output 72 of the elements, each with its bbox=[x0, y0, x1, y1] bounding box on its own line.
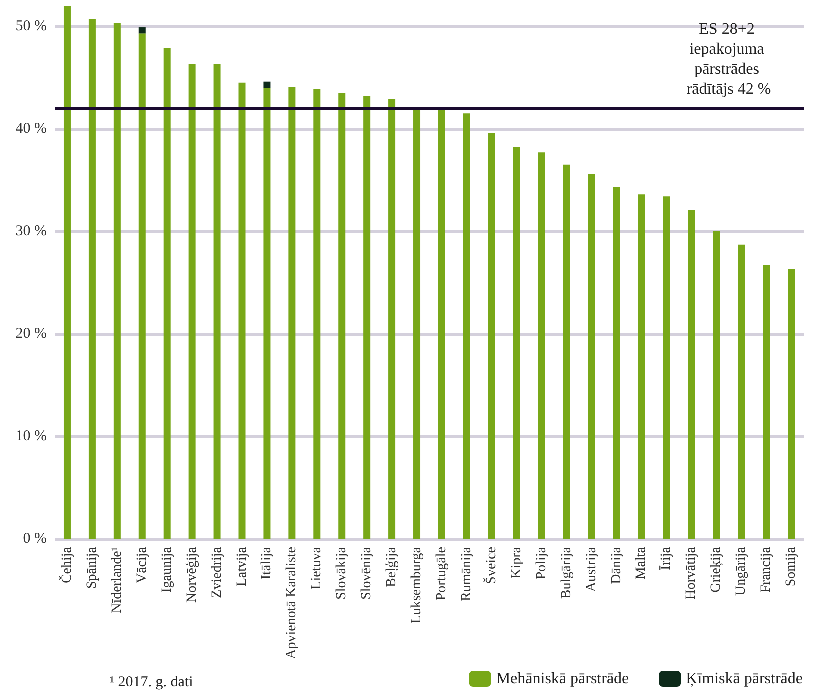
bar bbox=[513, 147, 520, 539]
bar bbox=[688, 210, 696, 539]
x-tick-label: Rumānija bbox=[459, 546, 474, 602]
bar bbox=[488, 133, 496, 539]
bar bbox=[288, 86, 296, 539]
bar bbox=[638, 194, 646, 539]
x-tick-label: Dānija bbox=[609, 546, 624, 584]
x-tick-label: Vācija bbox=[134, 546, 150, 584]
x-tick-label: Horvātija bbox=[684, 546, 700, 600]
x-tick-label: Norvēģija bbox=[184, 546, 200, 603]
bar bbox=[763, 265, 770, 539]
bar bbox=[138, 34, 146, 539]
x-tick-label: Itālija bbox=[260, 546, 275, 580]
x-tick-label: Polija bbox=[534, 546, 550, 580]
x-tick-label: Ungārija bbox=[734, 546, 750, 596]
legend-label: Mehāniskā pārstrāde bbox=[496, 670, 630, 688]
bar bbox=[613, 187, 620, 539]
x-tick-label: Spānija bbox=[84, 546, 100, 589]
x-tick-label: Grieķija bbox=[709, 546, 724, 593]
bar bbox=[338, 93, 346, 539]
bar bbox=[563, 164, 570, 539]
x-tick-label: Luksemburga bbox=[410, 546, 425, 624]
legend-label: Ķīmiskā pārstrāde bbox=[686, 670, 804, 688]
bar bbox=[414, 108, 421, 539]
x-tick-label: Apvienotā Karaliste bbox=[284, 547, 300, 660]
x-tick-label: Lietuva bbox=[310, 546, 325, 590]
x-tick-label: Bulgārija bbox=[559, 546, 574, 600]
bar bbox=[138, 28, 146, 34]
x-tick-label: Latvija bbox=[234, 546, 250, 587]
y-tick-label: 30 % bbox=[16, 224, 47, 240]
y-tick-label: 20 % bbox=[16, 326, 47, 342]
bar bbox=[164, 48, 171, 539]
bar bbox=[264, 82, 271, 88]
bar bbox=[364, 96, 371, 539]
x-tick-label: Portugāle bbox=[434, 547, 450, 601]
bar bbox=[713, 232, 720, 539]
y-tick-label: 10 % bbox=[16, 428, 47, 444]
x-tick-label: Francija bbox=[759, 546, 774, 593]
bar bbox=[788, 269, 796, 539]
x-tick-label: Čehija bbox=[58, 546, 75, 584]
ref-line-label: ES 28+2 iepakojuma pārstrādes rādītājs 42 % bbox=[686, 21, 772, 98]
bar bbox=[188, 64, 196, 539]
text: ¹ 2017. g. dati bbox=[110, 674, 194, 690]
bar bbox=[264, 88, 271, 539]
x-tick-label: Zviedrija bbox=[210, 546, 225, 598]
y-tick-label: 40 % bbox=[16, 121, 47, 137]
x-tick-label: Malta bbox=[634, 546, 650, 580]
bar bbox=[388, 99, 396, 539]
bar bbox=[663, 196, 670, 539]
bar bbox=[238, 82, 246, 539]
bar bbox=[214, 64, 221, 539]
x-tick-label: Igaunija bbox=[160, 546, 175, 593]
bar bbox=[463, 114, 470, 539]
x-tick-label: Slovēnija bbox=[360, 546, 375, 600]
bar bbox=[64, 6, 71, 539]
bar bbox=[114, 23, 121, 539]
bar bbox=[588, 174, 596, 539]
bar bbox=[88, 19, 96, 539]
bar bbox=[738, 244, 746, 539]
x-tick-label: Beļģija bbox=[384, 546, 400, 588]
y-tick-label: 50 % bbox=[16, 18, 47, 34]
y-tick-label: 0 % bbox=[23, 531, 47, 547]
bar bbox=[538, 152, 546, 539]
bar bbox=[314, 89, 321, 539]
x-tick-label: Kipra bbox=[509, 546, 524, 579]
x-tick-label: Slovākija bbox=[334, 546, 350, 600]
x-tick-label: Īrija bbox=[659, 546, 674, 570]
x-tick-label: Austrija bbox=[584, 546, 600, 592]
x-tick-label: Somija bbox=[784, 546, 800, 587]
bar bbox=[438, 110, 446, 539]
x-tick-label: Nīderlande¹ bbox=[110, 547, 125, 614]
x-tick-label: Šveice bbox=[482, 547, 500, 584]
